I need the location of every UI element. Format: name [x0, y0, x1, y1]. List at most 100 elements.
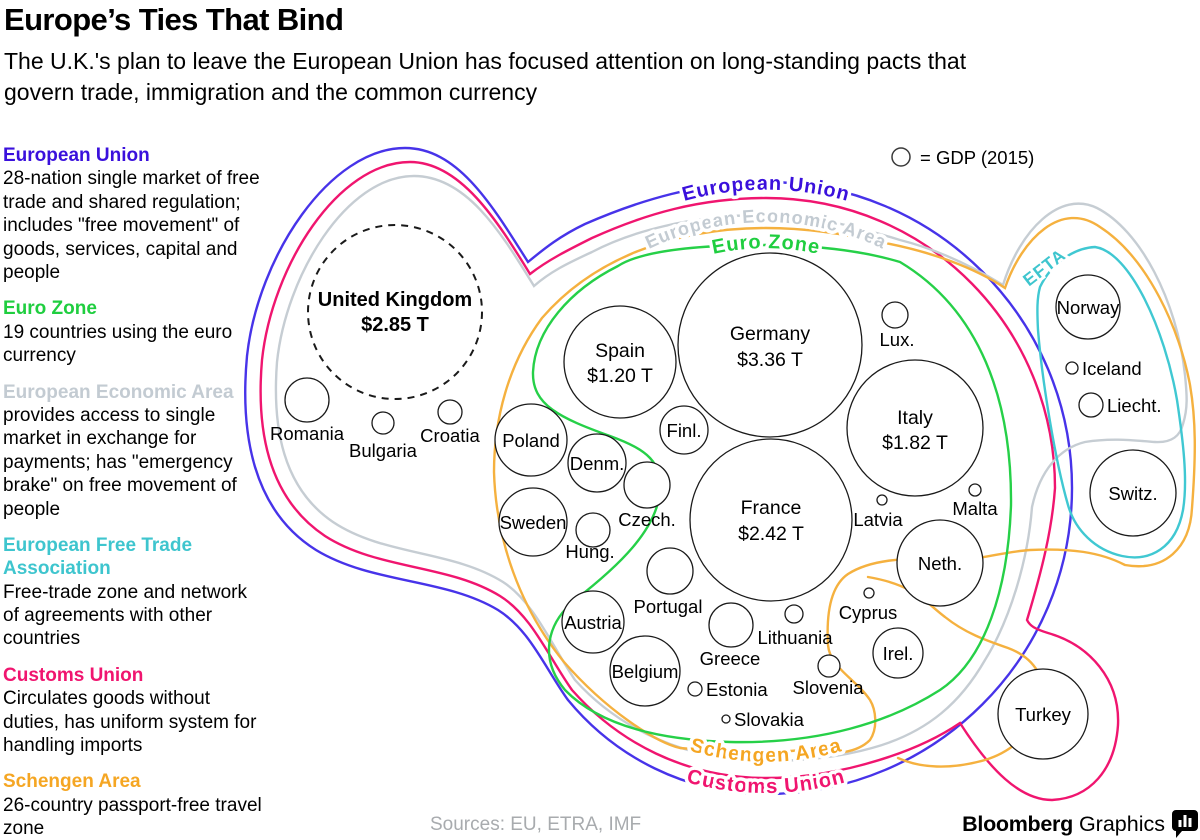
legend-title-schengen: Schengen Area [3, 771, 141, 793]
country-label-france: France [741, 497, 802, 519]
country-label-poland: Poland [502, 430, 560, 451]
legend-body-eu: 28-nation single market of free trade an… [3, 168, 260, 283]
bar-chart-bubble-icon [1172, 810, 1198, 838]
region-label-schengen-area: Schengen Area [688, 734, 844, 766]
country-circle-germany [677, 252, 863, 438]
brand-graphics: Graphics [1078, 811, 1165, 836]
country-label-italy: Italy [897, 407, 933, 429]
legend-section-customs-union: Customs Union Circulates goods without d… [3, 664, 266, 758]
brand-logo: Bloomberg Graphics [962, 810, 1198, 838]
country-label-croatia: Croatia [420, 425, 480, 446]
country-circle-france [689, 438, 853, 602]
region-label-efta: EFTA [1019, 244, 1069, 290]
region-boundary-european-union [244, 146, 1074, 796]
country-circle-latvia [876, 494, 888, 506]
country-circle-malta [968, 483, 982, 497]
country-label-cyprus: Cyprus [839, 602, 898, 623]
country-circle-austria [561, 590, 625, 654]
country-label-denmark: Denm. [570, 453, 625, 474]
country-circle-liechtenstein [1078, 392, 1104, 418]
country-value-united-kingdom: $2.85 T [361, 314, 429, 336]
country-circle-sweden [498, 487, 568, 557]
legend-section-efta: European Free Trade Association Free-tra… [3, 534, 266, 651]
legend-title-eu: European Union [3, 145, 150, 166]
country-label-latvia: Latvia [853, 509, 903, 530]
country-circle-portugal [646, 547, 694, 595]
legend-title-eea: European Economic Area [3, 381, 234, 403]
country-label-liechtenstein: Liecht. [1107, 395, 1162, 416]
country-circle-estonia [687, 681, 703, 697]
region-boundary-european-economic-area [274, 174, 1188, 763]
legend-body-efta: Free-trade zone and network of agreement… [3, 581, 247, 650]
country-circle-denmark [567, 433, 627, 493]
sources-note: Sources: EU, ETRA, IMF [430, 814, 642, 835]
country-label-slovenia: Slovenia [793, 677, 865, 698]
gdp-circle-icon [891, 147, 911, 167]
country-label-greece: Greece [700, 648, 761, 669]
country-label-lithuania: Lithuania [757, 627, 833, 648]
country-circle-turkey [997, 668, 1089, 760]
country-label-luxembourg: Lux. [880, 329, 915, 350]
country-label-malta: Malta [952, 498, 998, 519]
country-label-sweden: Sweden [500, 512, 567, 533]
country-label-iceland: Iceland [1082, 358, 1142, 379]
region-boundary-customs-union [259, 160, 1120, 802]
country-circle-lithuania [784, 604, 804, 624]
country-circle-belgium [609, 635, 681, 707]
country-value-france: $2.42 T [738, 523, 804, 545]
country-circle-iceland [1065, 361, 1079, 375]
region-boundary-efta [1036, 245, 1187, 559]
region-boundary-euro-zone [531, 243, 1013, 744]
country-circle-netherlands [896, 519, 984, 607]
country-circle-slovakia [721, 714, 731, 724]
subtitle: The U.K.'s plan to leave the European Un… [4, 47, 967, 105]
country-circle-slovenia [817, 654, 841, 678]
country-circle-switzerland [1089, 449, 1177, 537]
legend-title-efta: European Free Trade Association [3, 535, 193, 580]
country-circle-spain [563, 305, 677, 419]
country-circle-ireland [872, 627, 924, 679]
country-label-turkey: Turkey [1015, 704, 1072, 725]
brand-bloomberg: Bloomberg [962, 811, 1073, 836]
gdp-size-legend: = GDP (2015) [891, 147, 1034, 168]
country-circle-romania [284, 377, 330, 423]
country-circle-italy [846, 359, 984, 497]
country-circle-hungary [575, 512, 611, 548]
country-circle-czech [623, 461, 671, 509]
country-label-belgium: Belgium [612, 661, 679, 682]
region-label-customs-union: Customs Union [685, 765, 848, 798]
country-label-estonia: Estonia [706, 679, 768, 700]
legend-section-eea: European Economic Area provides access t… [3, 381, 266, 522]
country-circle-cyprus [863, 587, 875, 599]
country-circle-poland [494, 403, 568, 477]
legend-body-customs-union: Circulates goods without duties, has uni… [3, 688, 257, 757]
country-value-italy: $1.82 T [882, 432, 948, 454]
country-circle-croatia [437, 399, 463, 425]
legend-title-customs-union: Customs Union [3, 664, 144, 686]
legend-section-euro-zone: Euro Zone 19 countries using the euro cu… [3, 297, 266, 367]
legend-panel: European Union 28-nation single market o… [3, 144, 266, 840]
country-label-hungary: Hung. [565, 541, 614, 562]
country-circle-greece [708, 602, 754, 648]
country-label-netherlands: Neth. [918, 553, 962, 574]
country-label-germany: Germany [730, 323, 810, 345]
country-circle-finland [659, 405, 709, 455]
country-value-germany: $3.36 T [737, 349, 803, 371]
country-label-united-kingdom: United Kingdom [318, 289, 472, 311]
country-label-portugal: Portugal [634, 596, 703, 617]
country-circle-luxembourg [881, 301, 909, 329]
country-value-spain: $1.20 T [587, 365, 653, 387]
country-label-romania: Romania [270, 423, 345, 444]
country-label-austria: Austria [564, 612, 622, 633]
legend-title-euro-zone: Euro Zone [3, 298, 97, 320]
page-title: Europe’s Ties That Bind [4, 2, 344, 37]
gdp-legend-text: = GDP (2015) [920, 147, 1034, 168]
country-label-finland: Finl. [667, 420, 702, 441]
country-circle-norway [1055, 274, 1121, 340]
country-label-spain: Spain [595, 340, 645, 362]
country-label-slovakia: Slovakia [734, 709, 805, 730]
legend-body-eea: European Economic Area provides access t… [3, 381, 237, 520]
legend-section-schengen: Schengen Area 26-country passport-free t… [3, 770, 266, 840]
region-label-european-union: European Union [680, 173, 852, 206]
